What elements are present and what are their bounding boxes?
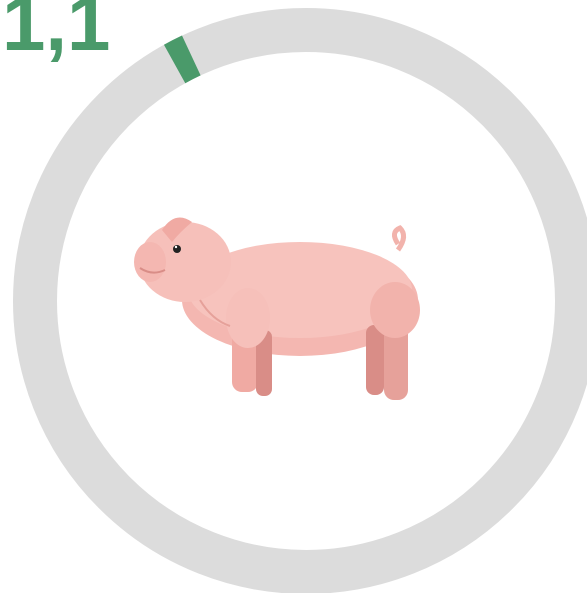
value-label: 1,1	[2, 0, 110, 67]
ring-segment	[175, 55, 192, 64]
page: 1,1 (() => { const data = JSON.parse(doc…	[0, 0, 587, 593]
pig-illustration	[134, 218, 420, 401]
chart: 1,1	[0, 0, 587, 593]
